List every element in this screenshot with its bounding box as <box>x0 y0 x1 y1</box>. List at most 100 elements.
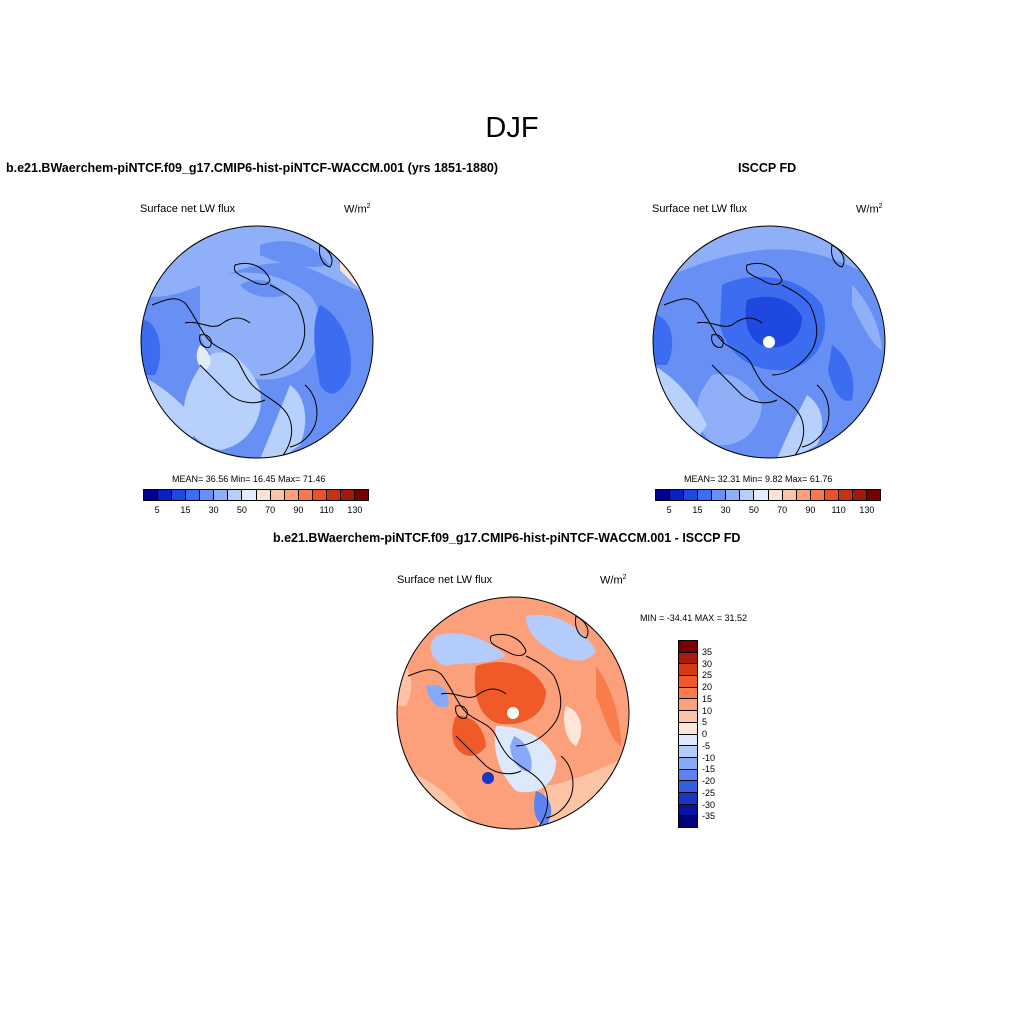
obs-colorbar-swatch <box>824 490 839 500</box>
diff-colorbar-swatch <box>679 792 697 805</box>
diff-colorbar-ticks: 35 30 25 20 15 10 5 0 -5 -10 -15 -20 -25 -30 -35 <box>702 640 742 828</box>
model-colorbar-tick-label: 30 <box>208 505 219 515</box>
model-stats: MEAN= 36.56 Min= 16.45 Max= 71.46 <box>172 474 326 484</box>
model-colorbar <box>143 489 369 501</box>
diff-colorbar-swatch <box>679 816 697 827</box>
model-colorbar-tick-label: 110 <box>319 505 334 515</box>
diff-colorbar-tick-label: -15 <box>702 764 716 775</box>
model-colorbar-swatch <box>228 490 243 500</box>
obs-colorbar-swatch <box>684 490 699 500</box>
model-panel-title: b.e21.BWaerchem-piNTCF.f09_g17.CMIP6-his… <box>6 161 499 175</box>
model-colorbar-swatch <box>270 490 285 500</box>
diff-colorbar-swatch <box>679 711 697 723</box>
model-colorbar-swatch <box>186 490 201 500</box>
obs-colorbar-swatch <box>852 490 867 500</box>
diff-colorbar-tick-label: 25 <box>702 670 713 681</box>
model-units-label: W/m2 <box>344 203 371 216</box>
diff-colorbar-tick-label: 20 <box>702 682 713 692</box>
model-colorbar-swatch <box>354 490 368 500</box>
diff-stats: MIN = -34.41 MAX = 31.52 <box>640 613 748 623</box>
diff-polar-map <box>396 596 630 830</box>
diff-colorbar-tick-label: 15 <box>702 693 713 704</box>
model-colorbar-swatch <box>214 490 229 500</box>
model-colorbar-swatch <box>284 490 299 500</box>
obs-stats: MEAN= 32.31 Min= 9.82 Max= 61.76 <box>684 474 833 484</box>
obs-panel-title: ISCCP FD <box>738 161 797 175</box>
diff-colorbar-swatch <box>679 734 697 747</box>
model-colorbar-swatch <box>256 490 271 500</box>
obs-colorbar-tick-label: 50 <box>748 505 759 515</box>
obs-colorbar-swatch <box>670 490 685 500</box>
diff-colorbar-tick-label: -10 <box>702 752 716 763</box>
obs-colorbar-tick-label: 110 <box>831 505 846 515</box>
obs-colorbar-swatch <box>768 490 783 500</box>
obs-colorbar-swatch <box>740 490 755 500</box>
diff-colorbar-tick-label: -20 <box>702 776 716 786</box>
obs-colorbar-swatch <box>782 490 797 500</box>
model-colorbar-tick-label: 90 <box>293 505 304 515</box>
obs-colorbar-tick-label: 5 <box>666 505 672 515</box>
diff-colorbar-swatch <box>679 699 697 712</box>
obs-colorbar-swatch <box>810 490 825 500</box>
obs-colorbar-tick-label: 30 <box>720 505 731 515</box>
obs-colorbar-tick-label: 70 <box>777 505 788 515</box>
model-colorbar-swatch <box>158 490 173 500</box>
obs-polar-map <box>652 225 886 459</box>
diff-colorbar-tick-label: 10 <box>702 705 713 716</box>
diff-colorbar-swatch <box>679 676 697 688</box>
model-colorbar-tick-label: 15 <box>180 505 191 515</box>
model-colorbar-ticks: 5 15 30 50 70 90 110 130 <box>143 505 369 517</box>
diff-colorbar-tick-label: 30 <box>702 658 713 669</box>
model-colorbar-swatch <box>144 490 159 500</box>
diff-colorbar-swatch <box>679 664 697 677</box>
obs-colorbar-swatch <box>712 490 727 500</box>
obs-variable-label: Surface net LW flux <box>652 203 748 215</box>
obs-colorbar-swatch <box>698 490 713 500</box>
diff-variable-label: Surface net LW flux <box>397 574 493 586</box>
model-colorbar-swatch <box>200 490 215 500</box>
model-colorbar-tick-label: 50 <box>236 505 247 515</box>
obs-colorbar-tick-label: 90 <box>805 505 816 515</box>
obs-colorbar-swatch <box>796 490 811 500</box>
model-colorbar-swatch <box>326 490 341 500</box>
diff-panel-title: b.e21.BWaerchem-piNTCF.f09_g17.CMIP6-his… <box>273 531 741 545</box>
obs-colorbar <box>655 489 881 501</box>
diff-colorbar-swatch <box>679 746 697 758</box>
diff-colorbar-swatch <box>679 722 697 735</box>
diff-colorbar-tick-label: 35 <box>702 646 713 657</box>
diff-colorbar-tick-label: -35 <box>702 811 716 822</box>
diff-colorbar-tick-label: 5 <box>702 717 708 728</box>
obs-colorbar-tick-label: 15 <box>692 505 703 515</box>
model-colorbar-tick-label: 5 <box>154 505 160 515</box>
obs-colorbar-swatch <box>656 490 671 500</box>
page-title: DJF <box>485 112 539 144</box>
model-colorbar-swatch <box>172 490 187 500</box>
model-colorbar-swatch <box>242 490 257 500</box>
diff-colorbar-swatch <box>679 804 697 817</box>
model-colorbar-tick-label: 130 <box>347 505 363 515</box>
model-colorbar-swatch <box>340 490 355 500</box>
obs-colorbar-swatch <box>726 490 741 500</box>
diff-units-label: W/m2 <box>600 574 627 587</box>
diff-colorbar-swatch <box>679 687 697 700</box>
diff-colorbar-tick-label: 0 <box>702 729 708 739</box>
diff-colorbar-swatch <box>679 757 697 770</box>
obs-colorbar-tick-label: 130 <box>859 505 875 515</box>
obs-units-label: W/m2 <box>856 203 883 216</box>
diff-colorbar-tick-label: -5 <box>702 740 711 751</box>
diff-colorbar-swatch <box>679 769 697 782</box>
obs-colorbar-swatch <box>838 490 853 500</box>
diff-colorbar <box>678 640 698 828</box>
diff-colorbar-tick-label: -25 <box>702 787 716 798</box>
diff-colorbar-swatch <box>679 641 697 653</box>
obs-colorbar-swatch <box>754 490 769 500</box>
diff-colorbar-swatch <box>679 652 697 665</box>
obs-colorbar-swatch <box>866 490 880 500</box>
diff-colorbar-swatch <box>679 781 697 793</box>
model-colorbar-tick-label: 70 <box>265 505 276 515</box>
diff-colorbar-tick-label: -30 <box>702 799 716 810</box>
model-colorbar-swatch <box>298 490 313 500</box>
model-polar-map <box>140 225 374 459</box>
model-colorbar-swatch <box>312 490 327 500</box>
model-variable-label: Surface net LW flux <box>140 203 236 215</box>
